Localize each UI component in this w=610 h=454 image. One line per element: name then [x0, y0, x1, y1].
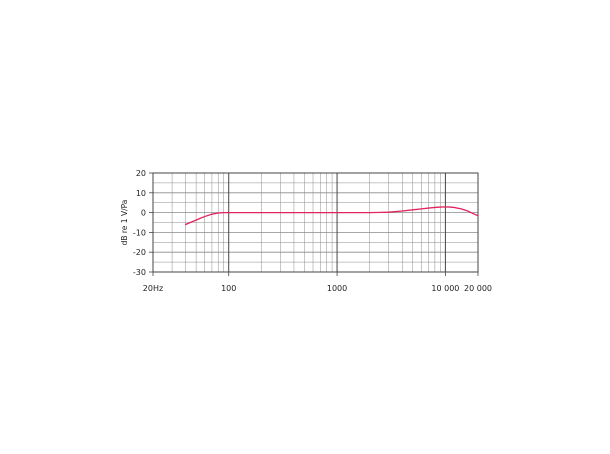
y-tick-label: 20 [136, 169, 146, 178]
y-tick-label: -30 [133, 268, 146, 277]
x-tick-label: 20 000 [464, 284, 492, 293]
x-tick-label: 100 [221, 284, 236, 293]
y-tick-label: -10 [133, 228, 146, 237]
response-curve [184, 206, 479, 226]
series-layer [184, 206, 479, 226]
grid [152, 172, 479, 273]
y-tick-label: -20 [133, 248, 146, 257]
x-tick-label: 10 000 [431, 284, 459, 293]
plot-frame [152, 172, 479, 273]
plot-border [152, 172, 479, 273]
x-tick-label: 1000 [327, 284, 347, 293]
y-tick-label: 0 [141, 209, 146, 218]
x-tick-label: 20Hz [143, 284, 163, 293]
x-tick-labels: 20Hz 100 1000 10 000 20 000 [143, 272, 492, 293]
y-axis-label: dB re 1 V/Pa [120, 200, 129, 246]
y-tick-labels: 20 10 0 -10 -20 -30 [133, 169, 153, 277]
y-tick-label: 10 [136, 189, 146, 198]
